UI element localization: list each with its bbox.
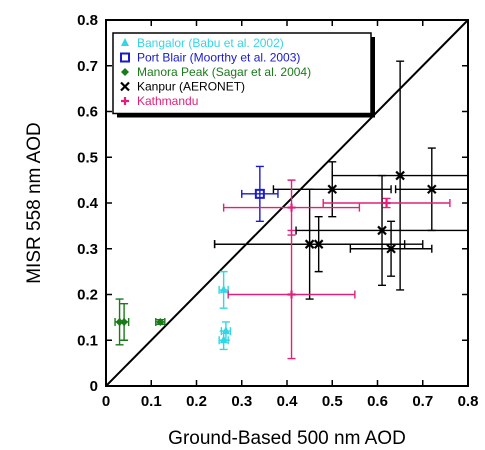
- data-point-marker: [377, 225, 387, 236]
- y-tick-label: 0.4: [77, 195, 99, 212]
- y-tick-label: 0.5: [77, 149, 98, 166]
- data-point-marker: [386, 243, 396, 254]
- y-tick-label: 0.6: [77, 104, 98, 121]
- data-point-marker: [121, 38, 129, 46]
- x-tick-label: 0.2: [186, 393, 207, 410]
- data-point-marker: [120, 52, 130, 63]
- y-tick-label: 0.8: [77, 12, 98, 29]
- legend-entry: Port Blair (Moorthy et al. 2003): [137, 51, 300, 65]
- data-point-marker: [156, 317, 165, 326]
- y-axis-label: MISR 558 nm AOD: [24, 122, 45, 284]
- x-tick-label: 0.1: [141, 393, 162, 410]
- y-tick-label: 0.1: [77, 332, 98, 349]
- y-tick-label: 0.3: [77, 241, 98, 258]
- x-tick-label: 0.6: [367, 393, 388, 410]
- x-axis-label: Ground-Based 500 nm AOD: [168, 428, 406, 449]
- data-point-marker: [121, 68, 129, 76]
- data-point-marker: [120, 317, 129, 326]
- data-point-marker: [219, 284, 228, 293]
- legend-entry: Bangalor (Babu et al. 2002): [137, 36, 284, 50]
- data-point-marker: [327, 184, 338, 195]
- data-point-marker: [120, 81, 130, 92]
- x-tick-label: 0.5: [322, 393, 343, 410]
- data-point-marker: [121, 97, 129, 105]
- y-tick-label: 0: [90, 378, 98, 395]
- y-tick-label: 0.7: [77, 58, 98, 75]
- y-tick-label: 0.2: [77, 287, 98, 304]
- y-error-bar: [255, 165, 264, 222]
- data-point-marker: [254, 188, 265, 199]
- data-point-marker: [287, 290, 296, 299]
- x-tick-label: 0.3: [231, 393, 252, 410]
- data-point-marker: [395, 170, 405, 181]
- legend-entry: Kathmandu: [137, 94, 198, 108]
- data-point-marker: [219, 335, 228, 344]
- one-to-one-line: [105, 19, 469, 387]
- legend-box: [112, 32, 372, 115]
- x-tick-label: 0.8: [458, 393, 479, 410]
- x-tick-label: 0.7: [412, 393, 433, 410]
- data-point-marker: [427, 184, 437, 195]
- data-point-marker: [313, 239, 324, 249]
- legend-entry: Manora Peak (Sagar et al. 2004): [137, 65, 311, 79]
- x-tick-label: 0.4: [277, 393, 299, 410]
- x-tick-label: 0: [102, 393, 110, 410]
- legend-entry: Kanpur (AERONET): [137, 80, 245, 94]
- data-point-marker: [382, 199, 391, 207]
- data-point-marker: [287, 203, 296, 212]
